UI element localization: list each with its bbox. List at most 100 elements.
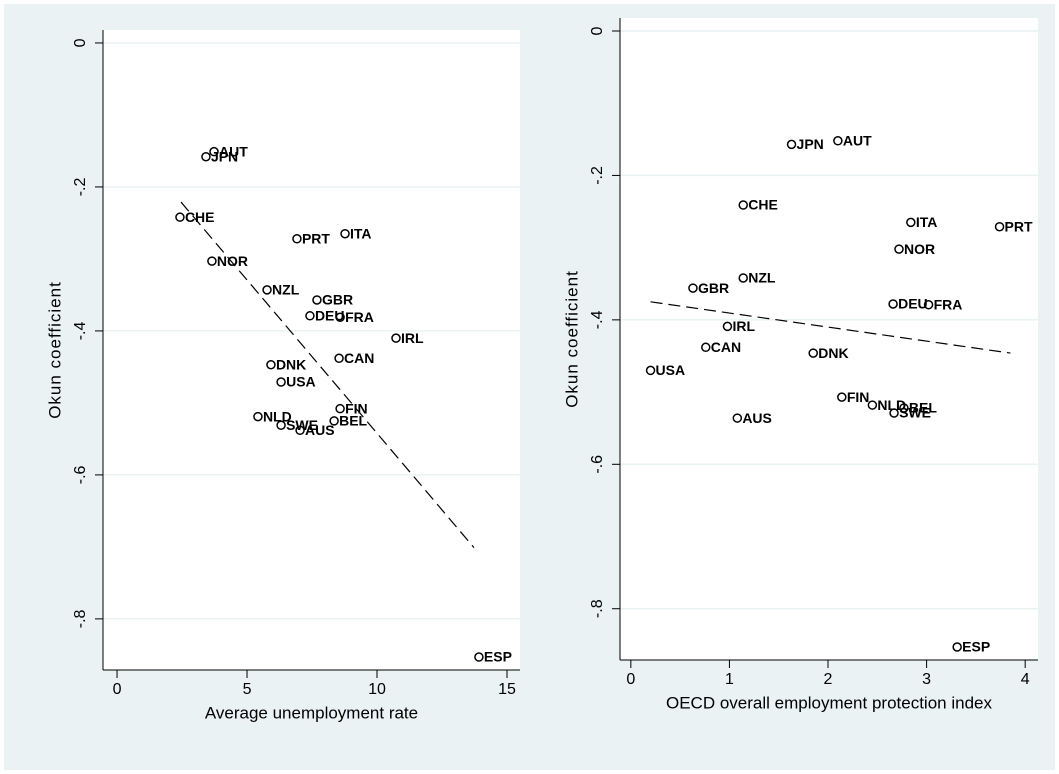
point xyxy=(391,333,401,343)
point xyxy=(334,353,344,364)
point-label: PRT xyxy=(1005,218,1033,234)
y-tick-label: 0 xyxy=(72,38,89,47)
point xyxy=(340,228,350,239)
point-label: BEL xyxy=(909,400,937,416)
point-label: IRL xyxy=(401,330,424,346)
y-tick-label: -.8 xyxy=(72,609,89,628)
point-label: JPN xyxy=(211,148,238,164)
point xyxy=(923,299,934,310)
x-tick-label: 0 xyxy=(113,681,122,698)
point-label: FRA xyxy=(345,309,374,325)
point xyxy=(688,283,698,293)
point xyxy=(786,139,797,150)
point-label: FRA xyxy=(934,296,963,312)
point-label: NZL xyxy=(272,282,300,298)
point-label: SWE xyxy=(899,405,931,421)
point xyxy=(266,360,276,370)
y-tick-label: -.4 xyxy=(589,310,606,329)
point xyxy=(207,256,217,266)
point-label: CHE xyxy=(748,197,778,213)
point xyxy=(645,365,656,376)
y-tick-label: -.6 xyxy=(589,455,606,474)
point xyxy=(738,200,748,210)
point xyxy=(276,377,286,387)
point xyxy=(952,642,962,652)
point-label: GBR xyxy=(322,292,353,308)
point-label: NLD xyxy=(263,408,292,424)
point-label: AUT xyxy=(843,132,872,148)
x-tick-label: 4 xyxy=(1021,671,1030,688)
point xyxy=(295,425,305,436)
point-label: AUS xyxy=(305,422,335,438)
point-label: ESP xyxy=(962,639,990,655)
plot-area xyxy=(103,30,520,670)
point xyxy=(722,321,733,332)
point-label: FIN xyxy=(847,389,870,405)
point-label: CAN xyxy=(711,339,741,355)
point-label: NZL xyxy=(748,270,776,286)
point xyxy=(175,212,185,222)
x-tick-label: 5 xyxy=(243,681,252,698)
point-label: NOR xyxy=(904,241,935,257)
point xyxy=(899,403,909,413)
point-label: NOR xyxy=(217,253,248,269)
point xyxy=(335,403,345,414)
point xyxy=(808,348,818,358)
x-tick-label: 0 xyxy=(626,671,635,688)
point-label: SWE xyxy=(286,417,318,433)
point-label: USA xyxy=(656,362,686,378)
y-tick-label: -.4 xyxy=(72,321,89,340)
point xyxy=(209,146,219,157)
point-label: DNK xyxy=(276,356,306,372)
x-axis-title: OECD overall employment protection index xyxy=(666,693,992,712)
x-axis-title: Average unemployment rate xyxy=(205,703,418,722)
y-tick-label: -.6 xyxy=(72,465,89,484)
point xyxy=(701,342,711,353)
point xyxy=(894,244,904,254)
plot-area xyxy=(620,18,1038,660)
y-tick-label: -.2 xyxy=(589,166,606,185)
point-label: CHE xyxy=(185,209,215,225)
point-label: AUT xyxy=(219,143,248,159)
point xyxy=(305,311,315,321)
x-tick-label: 1 xyxy=(725,671,734,688)
point-label: JPN xyxy=(797,136,824,152)
point xyxy=(312,295,322,305)
point-label: CAN xyxy=(344,350,374,366)
point xyxy=(292,234,302,244)
point-label: ITA xyxy=(916,214,938,230)
point xyxy=(906,217,916,228)
point-label: AUS xyxy=(742,410,772,426)
point xyxy=(833,136,843,146)
point-label: BEL xyxy=(339,413,367,429)
point xyxy=(201,151,211,162)
point xyxy=(867,400,878,410)
point xyxy=(474,652,484,662)
point-label: PRT xyxy=(302,230,330,246)
point-label: NLD xyxy=(877,397,906,413)
point xyxy=(732,413,743,423)
point xyxy=(329,416,339,426)
point-label: IRL xyxy=(732,318,755,334)
point-label: ITA xyxy=(350,225,372,241)
point-label: ESP xyxy=(484,649,512,665)
x-tick-label: 10 xyxy=(368,681,386,698)
y-tick-label: 0 xyxy=(589,26,606,35)
point xyxy=(994,221,1005,232)
x-tick-label: 3 xyxy=(922,671,931,688)
point xyxy=(888,299,898,309)
point xyxy=(837,392,847,402)
x-tick-label: 15 xyxy=(498,681,516,698)
y-tick-label: -.8 xyxy=(589,599,606,618)
fit-line xyxy=(650,301,1011,354)
point xyxy=(262,285,272,295)
y-axis-title: Okun coefficient xyxy=(562,270,581,408)
point-label: DNK xyxy=(818,345,848,361)
point-label: FIN xyxy=(345,400,368,416)
point xyxy=(276,420,286,430)
y-tick-label: -.2 xyxy=(72,178,89,197)
point xyxy=(889,408,899,418)
x-tick-label: 2 xyxy=(824,671,833,688)
fit-line xyxy=(180,201,475,549)
